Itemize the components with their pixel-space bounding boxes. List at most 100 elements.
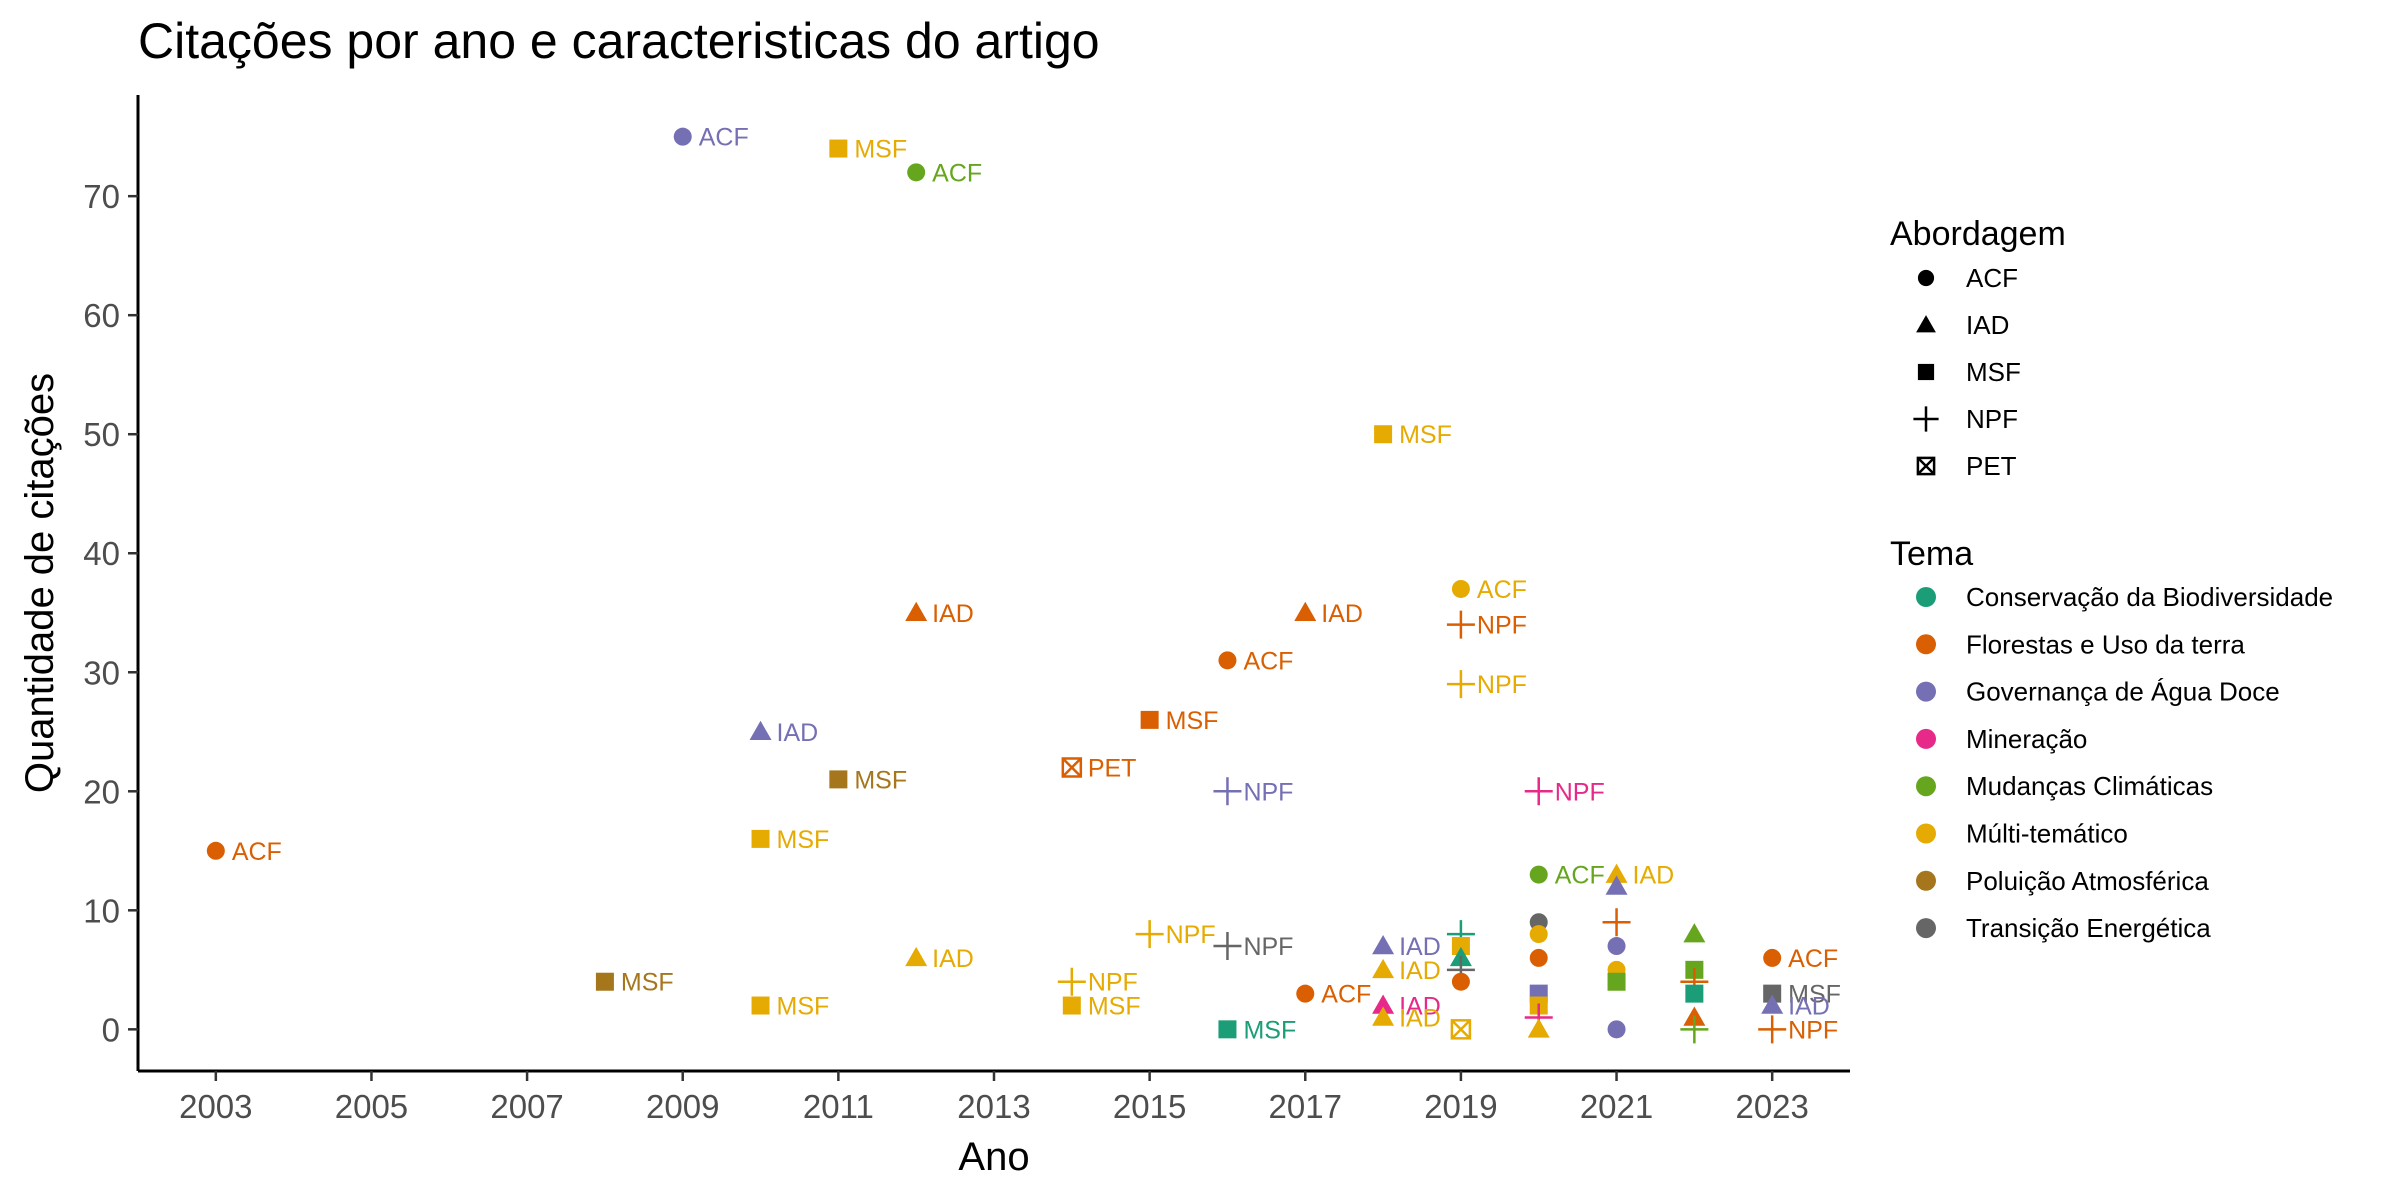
data-point <box>829 139 848 158</box>
data-point <box>905 601 928 622</box>
y-tick-label: 10 <box>83 892 120 929</box>
data-point <box>1683 923 1706 943</box>
data-point <box>1685 984 1704 1003</box>
data-point <box>1062 996 1081 1015</box>
point-label: ACF <box>232 838 282 866</box>
point-label: IAD <box>932 945 974 973</box>
point-label: NPF <box>1477 671 1527 699</box>
point-label: MSF <box>777 826 830 854</box>
y-tick-label: 60 <box>83 297 120 334</box>
legend-color-label: Mudanças Climáticas <box>1966 771 2213 801</box>
legend-color-key-multi-tematico <box>1916 823 1936 844</box>
data-point <box>1446 610 1475 639</box>
x-tick-label: 2017 <box>1269 1088 1342 1125</box>
data-point <box>595 972 614 991</box>
x-tick-label: 2019 <box>1424 1088 1497 1125</box>
x-tick-label: 2009 <box>646 1088 719 1125</box>
data-point <box>1529 948 1548 967</box>
point-label: IAD <box>1399 993 1441 1021</box>
data-point <box>1451 579 1470 598</box>
point-label: MSF <box>1243 1016 1296 1044</box>
data-point <box>1374 425 1393 444</box>
data-point <box>905 946 928 967</box>
legend-shape-key-iad <box>1916 315 1936 333</box>
legend-shape-label: ACF <box>1966 263 2018 293</box>
data-point <box>1607 972 1626 991</box>
y-tick-label: 50 <box>83 416 120 453</box>
data-point <box>749 720 772 741</box>
point-label: MSF <box>854 136 907 164</box>
chart-title: Citações por ano e caracteristicas do ar… <box>138 13 1100 69</box>
data-point <box>1607 937 1626 956</box>
data-point <box>1605 863 1628 883</box>
axes-layer <box>136 95 1850 1073</box>
y-tick-label: 70 <box>83 178 120 215</box>
data-point <box>1372 1006 1395 1026</box>
point-label: MSF <box>1399 421 1452 449</box>
point-label: IAD <box>1633 862 1675 890</box>
x-tick-label: 2005 <box>335 1088 408 1125</box>
point-label: ACF <box>699 124 749 152</box>
legend-color-label: Governança de Água Doce <box>1966 677 2280 707</box>
data-point <box>1605 875 1628 895</box>
data-point <box>751 996 770 1015</box>
legend-color-label: Múlti-temático <box>1966 819 2128 849</box>
data-point <box>1607 1020 1626 1039</box>
point-label: IAD <box>1399 1004 1441 1032</box>
point-label: IAD <box>777 719 819 747</box>
point-label: MSF <box>1166 707 1219 735</box>
x-tick-label: 2023 <box>1735 1088 1808 1125</box>
point-label: NPF <box>1088 969 1138 997</box>
point-label: IAD <box>932 600 974 628</box>
data-point <box>1602 908 1631 937</box>
point-label: NPF <box>1166 921 1216 949</box>
data-point <box>1446 670 1475 699</box>
data-point <box>829 770 848 789</box>
data-point <box>1218 651 1237 670</box>
x-tick-label: 2021 <box>1580 1088 1653 1125</box>
point-label: MSF <box>777 993 830 1021</box>
point-label: IAD <box>1788 993 1830 1021</box>
legend-shape-key-msf <box>1917 363 1935 381</box>
data-point <box>1763 984 1782 1003</box>
point-label: MSF <box>621 969 674 997</box>
point-label: ACF <box>1555 862 1605 890</box>
data-point <box>1450 1019 1472 1040</box>
point-label: ACF <box>1243 647 1293 675</box>
points-layer: ACFMSFACFIADMSFMSFMSFMSFACFIADIADPETNPFM… <box>206 124 1841 1044</box>
legend-color-label: Conservação da Biodiversidade <box>1966 582 2333 612</box>
legend-colors: Tema Conservação da Biodiversidade Flores… <box>1890 535 2333 943</box>
data-point <box>206 841 225 860</box>
data-point <box>1372 958 1395 979</box>
legend-color-key-poluicao-atmosferica <box>1916 870 1936 891</box>
y-tick-label: 20 <box>83 773 120 810</box>
x-tick-label: 2003 <box>179 1088 252 1125</box>
y-axis-title: Quantidade de citações <box>18 373 62 793</box>
data-point <box>1680 1015 1709 1044</box>
legend-color-key-transicao-energetica <box>1916 918 1936 939</box>
data-point <box>1057 967 1086 996</box>
data-point <box>1758 1015 1787 1044</box>
ticks-layer: 2003 2005 2007 2009 2011 2013 2015 2017 2019 2021… <box>83 178 1809 1125</box>
data-point <box>1451 972 1470 991</box>
point-label: IAD <box>1399 957 1441 985</box>
x-tick-label: 2013 <box>957 1088 1030 1125</box>
y-tick-label: 0 <box>102 1011 120 1048</box>
data-point <box>1451 937 1470 956</box>
data-point <box>1763 948 1782 967</box>
legend-color-key-governanca-de-agua-doce <box>1916 681 1936 702</box>
data-point <box>1213 932 1242 961</box>
legend-color-label: Mineração <box>1966 724 2087 754</box>
point-label: MSF <box>854 766 907 794</box>
point-label: IAD <box>1321 600 1363 628</box>
point-label: PET <box>1088 754 1137 782</box>
legend-color-key-conservacao-da-biodiversidade <box>1916 587 1936 607</box>
legend-shape-key-pet <box>1916 456 1936 476</box>
data-point <box>1372 935 1395 955</box>
data-point <box>1372 994 1395 1014</box>
data-point <box>1061 757 1083 778</box>
legend-shape-label: MSF <box>1966 357 2021 387</box>
data-point <box>1294 601 1317 622</box>
legend-color-key-florestas-e-uso-da-terra <box>1916 634 1936 655</box>
data-point <box>1135 920 1164 949</box>
